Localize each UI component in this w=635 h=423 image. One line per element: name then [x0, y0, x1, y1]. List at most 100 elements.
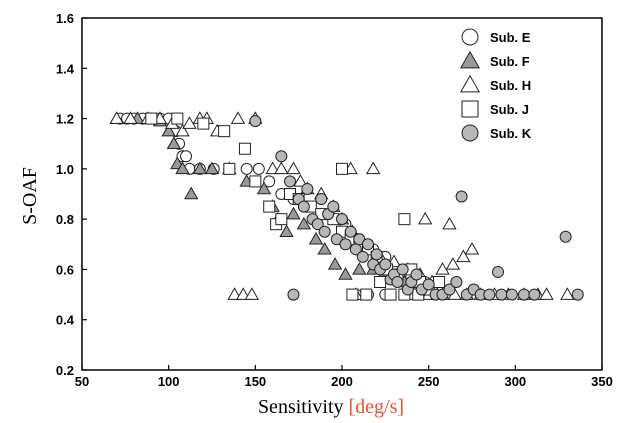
data-point-series-5 — [483, 288, 496, 301]
data-point-series-5 — [370, 248, 383, 261]
x-tick-label: 350 — [591, 374, 613, 389]
data-point-series-5 — [422, 278, 435, 291]
data-point-series-5 — [443, 283, 456, 296]
data-point-series-2 — [317, 241, 332, 255]
legend-label: Sub. H — [490, 78, 531, 93]
data-point-series-4 — [433, 276, 446, 288]
data-point-series-5 — [356, 250, 369, 263]
y-tick-label: 0.6 — [56, 262, 74, 277]
data-point-series-5 — [379, 258, 392, 271]
data-point-series-4 — [197, 117, 210, 130]
data-point-series-4 — [218, 125, 231, 138]
legend-marker-series-3 — [459, 74, 481, 93]
data-point-series-3 — [230, 111, 246, 124]
data-point-series-2 — [184, 186, 199, 200]
data-point-series-3 — [244, 287, 260, 300]
y-tick-label: 1.2 — [56, 112, 74, 127]
data-point-series-4 — [346, 288, 359, 301]
data-point-series-3 — [293, 174, 308, 187]
data-point-series-5 — [492, 265, 504, 278]
data-point-series-2 — [352, 262, 367, 275]
legend: Sub. E Sub. F Sub. H Sub. J Sub. K — [459, 28, 532, 142]
data-point-series-5 — [284, 175, 296, 188]
data-point-series-1 — [263, 175, 276, 188]
x-axis-label-text: Sensitivity — [258, 396, 344, 418]
data-point-series-1 — [180, 150, 192, 163]
legend-label: Sub. E — [490, 30, 531, 45]
data-point-series-3 — [560, 287, 575, 300]
data-point-series-5 — [336, 213, 348, 226]
data-point-series-2 — [161, 123, 176, 137]
data-point-series-3 — [182, 116, 197, 129]
data-point-series-2 — [308, 231, 324, 245]
data-point-series-1 — [252, 162, 265, 175]
data-point-series-5 — [455, 190, 468, 203]
data-point-series-4 — [145, 112, 158, 125]
data-point-series-5 — [495, 288, 508, 301]
data-point-series-4 — [171, 112, 184, 125]
data-point-series-5 — [410, 268, 423, 281]
y-tick-label: 1.0 — [56, 162, 74, 177]
data-point-series-5 — [396, 263, 409, 276]
data-point-series-3 — [418, 211, 433, 225]
data-point-series-3 — [286, 161, 301, 175]
y-tick-label: 0.4 — [56, 313, 75, 328]
x-tick-label: 200 — [331, 374, 353, 389]
data-point-series-5 — [344, 225, 357, 238]
y-tick-label: 1.6 — [56, 11, 74, 26]
data-point-series-3 — [175, 123, 190, 137]
x-axis-label: Sensitivity [deg/s] — [258, 396, 404, 418]
data-point-series-2 — [204, 161, 220, 175]
data-points — [109, 111, 584, 301]
data-point-series-2 — [175, 161, 190, 175]
data-point-series-3 — [442, 216, 457, 230]
data-point-series-5 — [287, 288, 300, 301]
data-point-series-4 — [384, 288, 397, 301]
data-point-series-4 — [360, 288, 373, 301]
data-point-series-5 — [450, 276, 463, 288]
data-point-series-5 — [297, 200, 310, 213]
y-tick-label: 1.4 — [56, 61, 75, 76]
x-axis-unit: [deg/s] — [349, 396, 405, 418]
data-point-series-3 — [366, 161, 381, 175]
data-point-series-5 — [528, 288, 541, 301]
data-point-series-4 — [249, 175, 262, 188]
data-point-series-3 — [464, 241, 480, 255]
data-point-series-2 — [286, 206, 301, 220]
data-point-series-4 — [263, 200, 276, 213]
data-point-series-3 — [265, 161, 280, 175]
x-tick-label: 250 — [418, 374, 440, 389]
data-point-series-5 — [391, 276, 404, 288]
data-point-series-4 — [238, 142, 251, 155]
data-point-series-2 — [166, 136, 182, 149]
y-tick-label: 0.8 — [56, 212, 74, 227]
y-tick-label: 0.2 — [56, 363, 74, 378]
data-point-series-5 — [327, 200, 340, 213]
data-point-series-3 — [227, 287, 242, 300]
plot-frame — [81, 17, 603, 371]
data-point-series-4 — [398, 213, 411, 226]
data-point-series-3 — [123, 111, 138, 124]
legend-marker-series-2 — [459, 50, 481, 69]
x-tick-label: 100 — [158, 374, 180, 389]
data-point-series-5 — [301, 182, 314, 195]
legend-marker-series-5 — [461, 124, 479, 142]
data-point-series-3 — [274, 161, 289, 175]
data-point-series-5 — [339, 238, 352, 251]
legend-label: Sub. J — [490, 102, 529, 117]
data-point-series-4 — [223, 162, 236, 175]
data-point-series-2 — [327, 257, 343, 270]
x-tick-label: 300 — [504, 374, 526, 389]
data-point-series-3 — [236, 287, 251, 300]
data-point-series-3 — [539, 287, 554, 300]
data-point-series-3 — [445, 257, 461, 270]
data-point-series-2 — [256, 181, 272, 195]
legend-marker-series-4 — [461, 100, 479, 118]
legend-marker-series-1 — [461, 28, 479, 46]
data-point-series-5 — [311, 218, 324, 231]
x-tick-label: 150 — [244, 374, 266, 389]
data-point-series-2 — [192, 161, 208, 175]
data-point-series-4 — [374, 276, 387, 288]
data-point-series-2 — [338, 267, 353, 280]
